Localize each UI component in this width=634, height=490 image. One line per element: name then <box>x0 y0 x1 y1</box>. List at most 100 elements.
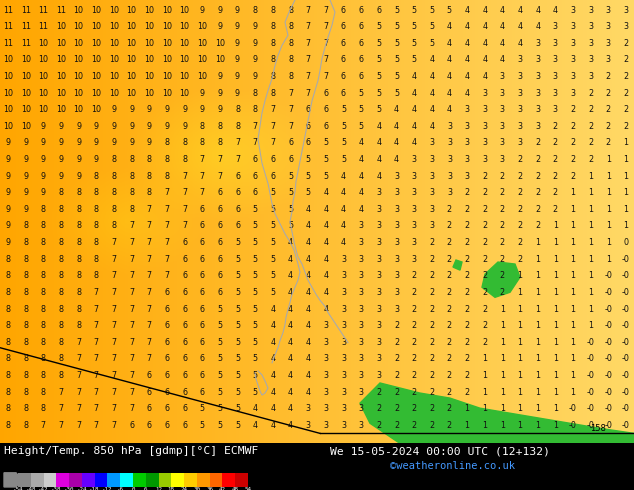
Bar <box>210 473 223 487</box>
Text: 1: 1 <box>588 172 593 181</box>
Text: 9: 9 <box>94 139 99 147</box>
Text: 3: 3 <box>588 72 593 81</box>
Text: 7: 7 <box>288 89 293 98</box>
Text: 10: 10 <box>56 89 66 98</box>
Text: 8: 8 <box>6 388 11 396</box>
Text: 4: 4 <box>288 238 293 247</box>
Text: 2: 2 <box>429 238 434 247</box>
Text: 10: 10 <box>162 89 172 98</box>
Text: 5: 5 <box>341 155 346 164</box>
Text: 5: 5 <box>306 172 311 181</box>
Text: -0: -0 <box>569 404 577 413</box>
Text: 7: 7 <box>112 271 117 280</box>
Text: 3: 3 <box>447 155 452 164</box>
Text: 6: 6 <box>182 354 187 364</box>
Text: 2: 2 <box>535 139 540 147</box>
Text: 10: 10 <box>3 105 13 114</box>
Text: 7: 7 <box>112 371 117 380</box>
Text: 1: 1 <box>535 238 540 247</box>
Text: 8: 8 <box>76 205 81 214</box>
Text: 1: 1 <box>553 305 558 314</box>
Text: 3: 3 <box>500 155 505 164</box>
Text: 8: 8 <box>41 404 46 413</box>
Text: 2: 2 <box>465 288 470 297</box>
Text: 3: 3 <box>377 255 381 264</box>
Text: 2: 2 <box>394 404 399 413</box>
Text: 2: 2 <box>500 221 505 230</box>
Text: -0: -0 <box>586 388 595 396</box>
Text: 9: 9 <box>235 39 240 48</box>
Text: 7: 7 <box>182 221 187 230</box>
Bar <box>69 473 82 487</box>
Text: 10: 10 <box>38 39 48 48</box>
Text: 3: 3 <box>482 155 488 164</box>
Text: 3: 3 <box>411 205 417 214</box>
Text: 9: 9 <box>41 188 46 197</box>
Text: 10: 10 <box>179 22 190 31</box>
Text: 5: 5 <box>429 5 434 15</box>
Text: 5: 5 <box>252 371 258 380</box>
Text: 1: 1 <box>553 288 558 297</box>
Bar <box>44 473 56 487</box>
Text: 9: 9 <box>6 238 11 247</box>
Text: 9: 9 <box>182 122 187 131</box>
Text: -0: -0 <box>604 371 612 380</box>
Text: 7: 7 <box>164 238 169 247</box>
Text: 2: 2 <box>571 172 576 181</box>
Text: 5: 5 <box>306 188 311 197</box>
Text: -0: -0 <box>604 305 612 314</box>
Text: 7: 7 <box>112 321 117 330</box>
Text: 0: 0 <box>131 488 135 490</box>
Text: 9: 9 <box>146 139 152 147</box>
Text: -0: -0 <box>604 421 612 430</box>
Text: 6: 6 <box>288 139 293 147</box>
Text: 1: 1 <box>571 338 576 347</box>
Text: 5: 5 <box>376 105 382 114</box>
Text: 3: 3 <box>411 172 417 181</box>
Text: 2: 2 <box>517 255 522 264</box>
Text: 8: 8 <box>58 271 63 280</box>
Text: 4: 4 <box>429 122 434 131</box>
Text: Height/Temp. 850 hPa [gdmp][°C] ECMWF: Height/Temp. 850 hPa [gdmp][°C] ECMWF <box>4 446 259 457</box>
Text: 8: 8 <box>58 305 63 314</box>
Text: 11: 11 <box>21 5 30 15</box>
Text: 2: 2 <box>465 371 470 380</box>
Text: 2: 2 <box>394 421 399 430</box>
Text: 9: 9 <box>41 122 46 131</box>
Text: 4: 4 <box>270 421 275 430</box>
Text: 7: 7 <box>94 321 99 330</box>
Text: 3: 3 <box>323 321 328 330</box>
Text: 1: 1 <box>588 205 593 214</box>
Text: 3: 3 <box>429 155 434 164</box>
Text: 3: 3 <box>465 122 470 131</box>
Text: 6: 6 <box>200 255 205 264</box>
Text: 9: 9 <box>235 22 240 31</box>
Text: 3: 3 <box>571 72 576 81</box>
Text: 5: 5 <box>376 39 382 48</box>
Text: 5: 5 <box>359 122 364 131</box>
Text: 4: 4 <box>500 22 505 31</box>
Text: 2: 2 <box>429 305 434 314</box>
Text: 6: 6 <box>359 5 364 15</box>
Text: 10: 10 <box>162 5 172 15</box>
Text: 9: 9 <box>200 89 205 98</box>
Text: 7: 7 <box>94 354 99 364</box>
Text: 3: 3 <box>553 39 558 48</box>
Text: 10: 10 <box>38 105 48 114</box>
Text: 5: 5 <box>411 55 417 64</box>
Text: 2: 2 <box>447 271 452 280</box>
Text: 1: 1 <box>482 404 488 413</box>
Text: 4: 4 <box>288 338 293 347</box>
Text: 7: 7 <box>112 238 117 247</box>
Text: 5: 5 <box>270 238 275 247</box>
Text: 0: 0 <box>623 238 628 247</box>
Text: 2: 2 <box>447 221 452 230</box>
Text: 8: 8 <box>41 321 46 330</box>
Text: 48: 48 <box>231 488 239 490</box>
Text: 2: 2 <box>447 288 452 297</box>
Text: 9: 9 <box>6 205 11 214</box>
Text: 3: 3 <box>535 39 540 48</box>
Text: 5: 5 <box>200 421 205 430</box>
Text: 4: 4 <box>517 22 522 31</box>
Text: 2: 2 <box>623 72 628 81</box>
